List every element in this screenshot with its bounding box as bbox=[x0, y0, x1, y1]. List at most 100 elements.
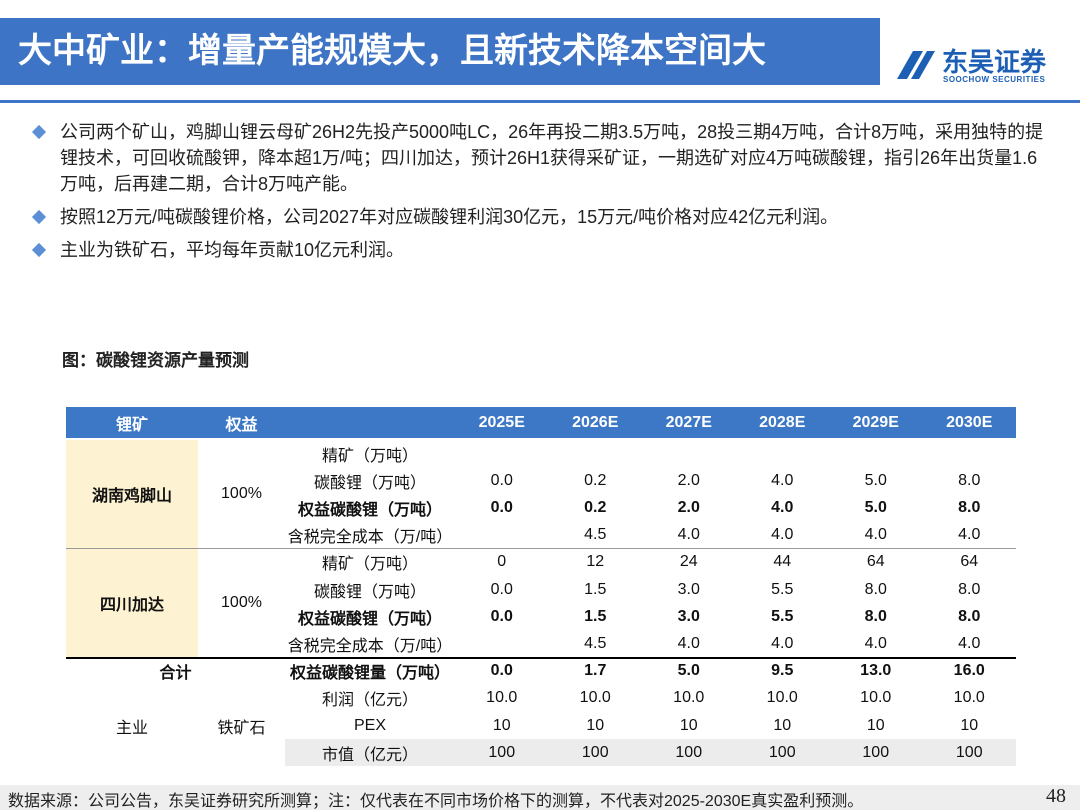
value-cell: 5.0 bbox=[677, 662, 700, 680]
row-label: 碳酸锂（万吨） bbox=[313, 474, 426, 492]
bullet: 主业为铁矿石，平均每年贡献10亿元利润。 bbox=[60, 240, 405, 260]
value-cell: 0.2 bbox=[584, 471, 607, 489]
value-cell: 5.5 bbox=[771, 607, 794, 625]
value-cell: 3.0 bbox=[677, 580, 700, 598]
value-cell: 4.0 bbox=[771, 634, 794, 652]
value-cell: 100 bbox=[675, 743, 703, 761]
row-label: 利润（亿元） bbox=[321, 692, 418, 710]
table: 锂矿 权益 2025E 2026E 2027E 2028E 2029E 2030E 湖南鸡脚山 1… bbox=[66, 407, 1016, 767]
value-cell: 0.0 bbox=[490, 580, 513, 598]
row-label: 碳酸锂（万吨） bbox=[313, 583, 426, 601]
header-row bbox=[66, 407, 1016, 438]
footer-source: 数据来源：公司公告，东吴证券研究所测算；注：仅代表在不同市场价格下的测算，不代表… bbox=[8, 793, 864, 810]
value-cell: 8.0 bbox=[864, 607, 887, 625]
group-bg bbox=[66, 440, 198, 549]
value-cell: 0.0 bbox=[490, 471, 513, 489]
value-cell: 10.0 bbox=[486, 689, 518, 707]
row-label: PEX bbox=[353, 716, 386, 734]
row-label: 含税完全成本（万/吨） bbox=[287, 529, 453, 547]
row-divider bbox=[66, 656, 1016, 659]
logo-cn: 东吴证券 bbox=[942, 47, 1047, 77]
value-cell: 44 bbox=[773, 553, 792, 571]
value-cell: 2.0 bbox=[677, 471, 700, 489]
value-cell: 4.5 bbox=[584, 526, 607, 544]
value-cell: 4.0 bbox=[677, 526, 700, 544]
value-cell: 10 bbox=[960, 716, 979, 734]
group-equity: 100% bbox=[221, 485, 262, 503]
group-name: 四川加达 bbox=[99, 597, 164, 615]
value-cell: 0.0 bbox=[490, 498, 513, 516]
group-bg bbox=[66, 548, 198, 658]
value-cell: 16.0 bbox=[953, 662, 985, 680]
value-cell: 10.0 bbox=[860, 689, 892, 707]
value-cell: 1.7 bbox=[584, 662, 607, 680]
row-label: 市值（亿元） bbox=[321, 746, 418, 764]
group-name: 主业 bbox=[115, 719, 148, 737]
shaded-row bbox=[285, 739, 1016, 767]
value-cell: 10 bbox=[679, 716, 698, 734]
value-cell: 0.2 bbox=[584, 498, 607, 516]
value-cell: 3.0 bbox=[677, 607, 700, 625]
value-cell: 8.0 bbox=[958, 498, 981, 516]
value-cell: 4.0 bbox=[771, 526, 794, 544]
header-cell: 2027E bbox=[665, 413, 712, 431]
value-cell: 100 bbox=[955, 743, 983, 761]
value-cell: 100 bbox=[768, 743, 796, 761]
logo-mark bbox=[897, 51, 935, 79]
logo-en: SOOCHOW SECURITIES bbox=[943, 75, 1046, 84]
row-label: 精矿（万吨） bbox=[321, 556, 418, 574]
value-cell: 5.5 bbox=[771, 580, 794, 598]
value-cell: 4.0 bbox=[771, 498, 794, 516]
value-cell: 4.5 bbox=[584, 634, 607, 652]
page-number: 48 bbox=[1046, 785, 1066, 807]
header-cell: 2025E bbox=[478, 413, 525, 431]
total-name: 合计 bbox=[159, 665, 192, 683]
value-cell: 2.0 bbox=[677, 498, 700, 516]
bullet: 公司两个矿山，鸡脚山锂云母矿26H2先投产5000吨LC，26年再投二期3.5万… bbox=[60, 122, 1044, 194]
title-bar bbox=[0, 18, 880, 85]
value-cell: 24 bbox=[679, 553, 698, 571]
header-cell: 2030E bbox=[946, 413, 993, 431]
header-cell: 2026E bbox=[572, 413, 619, 431]
rule bbox=[0, 100, 1080, 103]
value-cell: 10 bbox=[586, 716, 605, 734]
header-cell: 2029E bbox=[852, 413, 899, 431]
value-cell: 4.0 bbox=[958, 634, 981, 652]
value-cell: 4.0 bbox=[864, 526, 887, 544]
row-label: 含税完全成本（万/吨） bbox=[287, 637, 453, 655]
value-cell: 10 bbox=[492, 716, 511, 734]
caption: 图：碳酸锂资源产量预测 bbox=[62, 351, 249, 370]
value-cell: 8.0 bbox=[958, 580, 981, 598]
value-cell: 1.5 bbox=[584, 580, 607, 598]
row-label: 权益碳酸锂量（万吨） bbox=[289, 665, 450, 683]
value-cell: 64 bbox=[866, 553, 885, 571]
value-cell: 8.0 bbox=[864, 580, 887, 598]
header-cell: 权益 bbox=[225, 416, 258, 434]
header-cell: 锂矿 bbox=[115, 416, 148, 434]
value-cell: 0 bbox=[497, 553, 507, 571]
value-cell: 5.0 bbox=[864, 498, 887, 516]
value-cell: 4.0 bbox=[677, 634, 700, 652]
value-cell: 10.0 bbox=[579, 689, 611, 707]
value-cell: 64 bbox=[960, 553, 979, 571]
value-cell: 100 bbox=[488, 743, 516, 761]
value-cell: 0.0 bbox=[490, 662, 513, 680]
value-cell: 10.0 bbox=[953, 689, 985, 707]
value-cell: 8.0 bbox=[958, 471, 981, 489]
row-label: 权益碳酸锂（万吨） bbox=[297, 610, 442, 628]
group-equity: 100% bbox=[221, 594, 262, 612]
value-cell: 10 bbox=[773, 716, 792, 734]
header-cell: 2028E bbox=[759, 413, 806, 431]
bullet: 按照12万元/吨碳酸锂价格，公司2027年对应碳酸锂利润30亿元，15万元/吨价… bbox=[60, 207, 839, 227]
value-cell: 4.0 bbox=[864, 634, 887, 652]
value-cell: 5.0 bbox=[864, 471, 887, 489]
value-cell: 4.0 bbox=[771, 471, 794, 489]
value-cell: 10 bbox=[866, 716, 885, 734]
value-cell: 12 bbox=[586, 553, 605, 571]
title: 大中矿业：增量产能规模大，且新技术降本空间大 bbox=[18, 32, 766, 70]
value-cell: 100 bbox=[581, 743, 609, 761]
row-label: 精矿（万吨） bbox=[321, 447, 418, 465]
footer-bar bbox=[0, 785, 1080, 810]
row-divider bbox=[66, 547, 1016, 549]
